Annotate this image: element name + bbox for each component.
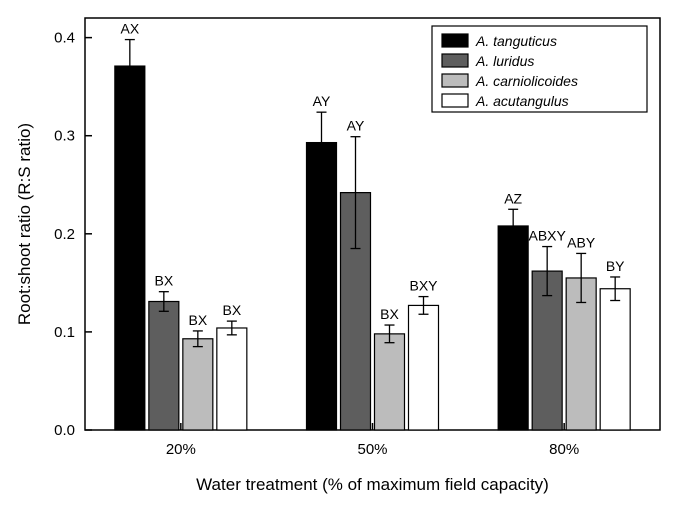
bar-acut xyxy=(600,289,630,430)
bar-annotation: BXY xyxy=(409,278,438,294)
bar-annotation: ABXY xyxy=(528,228,566,244)
legend-label: A. luridus xyxy=(475,53,534,69)
bar-tang xyxy=(115,66,145,430)
legend-swatch xyxy=(442,94,468,107)
bar-annotation: BX xyxy=(188,312,207,328)
bar-carn xyxy=(375,334,405,430)
legend-label: A. tanguticus xyxy=(475,33,557,49)
bar-annotation: ABY xyxy=(567,234,596,250)
y-tick-label: 0.3 xyxy=(54,128,75,145)
legend-swatch xyxy=(442,54,468,67)
bar-annotation: AY xyxy=(313,93,331,109)
y-tick-label: 0.4 xyxy=(54,30,75,47)
bar-annotation: AY xyxy=(347,118,365,134)
x-tick-label: 50% xyxy=(357,441,387,458)
bar-annotation: BX xyxy=(380,306,399,322)
bar-acut xyxy=(409,305,439,430)
bar-annotation: AZ xyxy=(504,190,522,206)
bar-acut xyxy=(217,328,247,430)
y-axis-label: Root:shoot ratio (R:S ratio) xyxy=(15,123,34,325)
x-tick-label: 80% xyxy=(549,441,579,458)
x-axis-label: Water treatment (% of maximum field capa… xyxy=(196,475,549,494)
bar-tang xyxy=(498,226,528,430)
bar-annotation: AX xyxy=(120,21,139,37)
legend-swatch xyxy=(442,34,468,47)
y-tick-label: 0.1 xyxy=(54,324,75,341)
bar-luri xyxy=(149,301,179,430)
bar-carn xyxy=(183,339,213,430)
y-tick-label: 0.2 xyxy=(54,226,75,243)
legend-swatch xyxy=(442,74,468,87)
chart-root: 0.0 0.1 0.2 0.3 0.4 Root:shoot ratio (R:S rat… xyxy=(0,0,675,505)
bar-annotation: BY xyxy=(606,258,625,274)
legend-label: A. acutangulus xyxy=(475,93,569,109)
bar-annotation: BX xyxy=(222,302,241,318)
x-tick-label: 20% xyxy=(166,441,196,458)
y-tick-label: 0.0 xyxy=(54,422,75,439)
bar-tang xyxy=(307,143,337,430)
legend-label: A. carniolicoides xyxy=(475,73,578,89)
bar-annotation: BX xyxy=(154,273,173,289)
